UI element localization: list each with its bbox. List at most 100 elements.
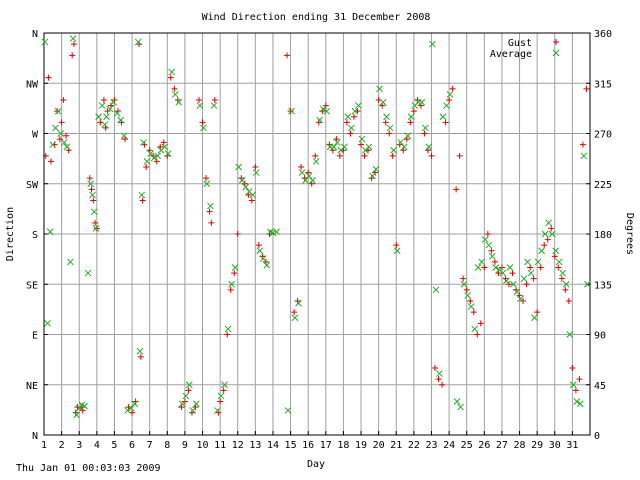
x-axis-ticks: 1 2 3 4 5 6 7 8 9 10 11 12 13 14 15 16 17 18 19 20 21 22 23 24 2… [41, 431, 578, 451]
gust-point [118, 119, 125, 126]
x-tick-label: 8 [164, 440, 170, 451]
average-point [527, 269, 535, 277]
average-point [425, 143, 433, 151]
average-point [344, 113, 352, 121]
average-point [552, 247, 560, 255]
legend-gust-label: Gust [508, 38, 532, 49]
gust-point [562, 286, 569, 293]
average-point [161, 143, 169, 151]
gust-point [555, 264, 562, 271]
gust-point [143, 164, 150, 170]
gust-point [88, 186, 95, 193]
average-point [175, 98, 183, 106]
gust-point [428, 152, 435, 159]
average-point [548, 230, 556, 238]
y-tick-label-right: 360 [594, 29, 612, 40]
gust-point [238, 175, 245, 182]
gust-point [565, 298, 572, 304]
gust-point [576, 376, 583, 383]
gust-point [284, 52, 291, 59]
legend-average-label: Average [490, 49, 532, 60]
average-point [492, 264, 500, 271]
gust-point [312, 152, 319, 159]
x-tick-label: 22 [408, 440, 420, 451]
average-point [182, 392, 190, 400]
average-point [235, 163, 242, 171]
x-tick-label: 28 [514, 440, 526, 451]
average-point [101, 121, 109, 128]
x-tick-label: 16 [302, 440, 314, 451]
average-point [474, 264, 482, 271]
average-point [481, 236, 489, 243]
average-point [319, 105, 327, 113]
average-point [57, 130, 65, 137]
average-point [510, 280, 517, 288]
gust-point [432, 365, 439, 371]
gust-point [446, 97, 453, 103]
average-point [524, 258, 531, 266]
gust-point [421, 130, 428, 137]
gust-point [463, 286, 470, 293]
y-axis-label-left: Direction [5, 207, 16, 261]
average-point [309, 177, 316, 184]
gust-point [54, 108, 61, 115]
gust-point [322, 102, 329, 109]
x-tick-label: 10 [196, 440, 208, 451]
average-point [127, 404, 135, 412]
gust-point [298, 164, 305, 170]
average-point [242, 183, 250, 191]
average-point [136, 347, 144, 355]
average-point [531, 314, 538, 322]
gust-point [137, 353, 144, 360]
gust-point [86, 175, 93, 182]
gust-point [456, 152, 463, 159]
average-point [284, 407, 292, 414]
gust-point [484, 231, 491, 237]
average-point [506, 264, 514, 271]
average-point [221, 381, 228, 389]
y-axis-ticks: N NE E SE S SW W NW N 0 45 90 135 180 225 270 315 360 [26, 29, 612, 442]
average-point [164, 150, 172, 157]
gust-point [60, 97, 67, 103]
average-point [464, 292, 471, 299]
gust-point [491, 258, 498, 265]
average-point [150, 154, 158, 162]
average-point [90, 208, 98, 216]
gust-point [185, 387, 192, 394]
average-point [478, 258, 486, 266]
average-point [224, 325, 232, 333]
average-point [513, 288, 521, 296]
average-point [351, 107, 359, 115]
gust-point [544, 236, 551, 243]
average-point [347, 124, 355, 132]
gust-point [474, 331, 481, 338]
average-point [138, 191, 146, 199]
gust-point [58, 119, 65, 126]
average-point [485, 241, 493, 249]
gust-point [294, 298, 301, 304]
average-point [228, 280, 235, 288]
gust-point [315, 119, 322, 126]
gust-point [90, 197, 97, 204]
x-tick-label: 21 [390, 440, 402, 451]
gust-series [42, 41, 590, 416]
average-point [103, 113, 110, 121]
gust-point [410, 108, 417, 115]
x-tick-label: 4 [94, 440, 100, 451]
average-point [131, 400, 139, 408]
x-tick-label: 20 [373, 440, 385, 451]
gust-point [63, 132, 70, 139]
average-point [559, 269, 567, 277]
gust-point [234, 231, 241, 237]
average-point [117, 116, 124, 124]
y-tick-label-left: SE [26, 280, 38, 291]
average-point [429, 40, 436, 48]
gust-point [217, 398, 224, 405]
average-point [41, 38, 49, 46]
gust-point [111, 97, 118, 103]
gust-point [569, 365, 576, 371]
gust-point [255, 242, 262, 249]
average-point [573, 398, 581, 405]
average-point [316, 116, 323, 124]
footer-timestamp: Thu Jan 01 00:03:03 2009 [16, 463, 161, 474]
